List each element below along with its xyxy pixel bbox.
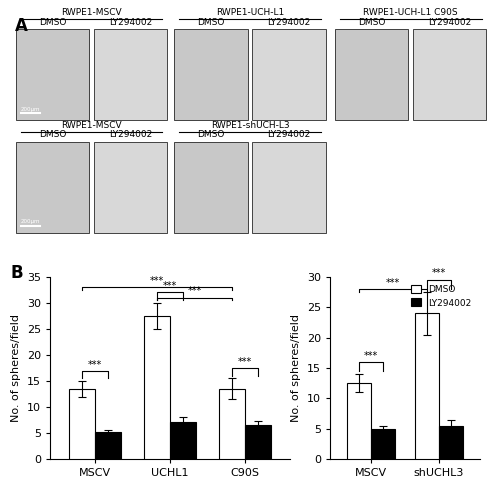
Text: 200μm: 200μm	[20, 219, 40, 224]
Text: LY294002: LY294002	[268, 130, 310, 139]
Text: DMSO: DMSO	[39, 18, 66, 27]
Text: RWPE1-shUCH-L3: RWPE1-shUCH-L3	[210, 121, 290, 130]
Text: DMSO: DMSO	[198, 130, 224, 139]
Bar	[219, 389, 245, 459]
Text: ***: ***	[187, 287, 202, 296]
Text: LY294002: LY294002	[109, 18, 152, 27]
Bar	[371, 429, 395, 459]
Text: ***: ***	[238, 357, 252, 367]
Bar	[245, 425, 271, 459]
Bar	[415, 313, 439, 459]
Text: ***: ***	[364, 351, 378, 361]
Text: LY294002: LY294002	[268, 18, 310, 27]
Text: LY294002: LY294002	[109, 130, 152, 139]
Bar	[170, 422, 196, 459]
Text: RWPE1-UCH-L1: RWPE1-UCH-L1	[216, 8, 284, 17]
Text: RWPE1-UCH-L1 C90S: RWPE1-UCH-L1 C90S	[364, 8, 458, 17]
Text: ***: ***	[386, 278, 400, 288]
Text: ***: ***	[432, 268, 446, 279]
Text: LY294002: LY294002	[428, 18, 472, 27]
Text: DMSO: DMSO	[198, 18, 224, 27]
Legend: DMSO, LY294002: DMSO, LY294002	[407, 281, 476, 311]
Text: RWPE1-MSCV: RWPE1-MSCV	[62, 8, 122, 17]
Text: RWPE1-MSCV: RWPE1-MSCV	[62, 121, 122, 130]
Bar	[69, 389, 95, 459]
Y-axis label: No. of spheres/field: No. of spheres/field	[292, 314, 302, 422]
Text: 200μm: 200μm	[20, 107, 40, 112]
Text: ***: ***	[163, 281, 177, 291]
Bar	[347, 383, 371, 459]
Text: A: A	[15, 17, 28, 35]
Text: DMSO: DMSO	[358, 18, 386, 27]
Text: ***: ***	[150, 276, 164, 286]
Text: DMSO: DMSO	[39, 130, 66, 139]
Bar	[144, 316, 170, 459]
Bar	[95, 432, 121, 459]
Text: ***: ***	[88, 360, 102, 370]
Text: B: B	[10, 264, 22, 282]
Bar	[439, 426, 463, 459]
Y-axis label: No. of spheres/field: No. of spheres/field	[12, 314, 22, 422]
